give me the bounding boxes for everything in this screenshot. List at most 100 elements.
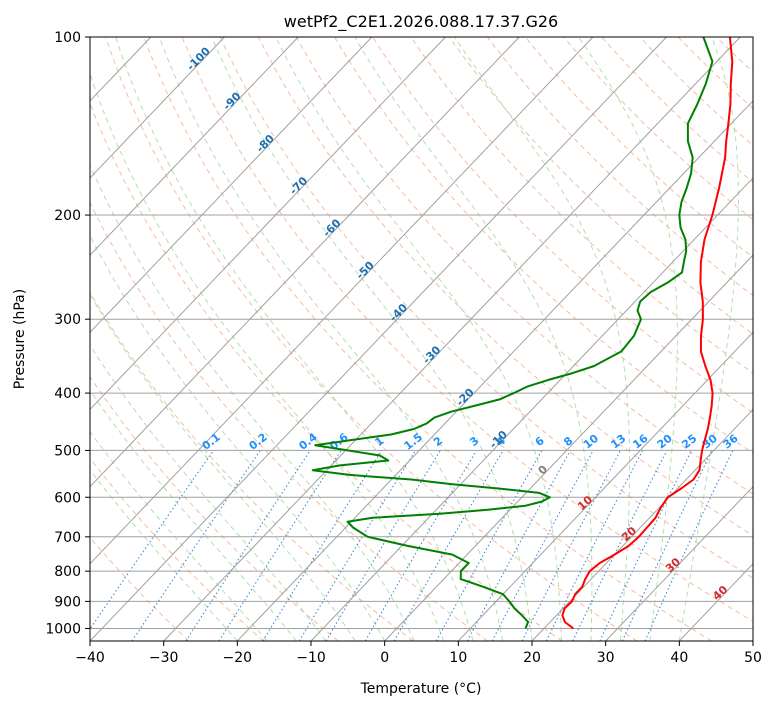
dry-adiabat-label: 40 — [710, 583, 730, 603]
y-tick-label: 700 — [54, 530, 81, 546]
temperature-line — [561, 37, 734, 630]
dry-adiabat-line — [90, 291, 414, 641]
y-tick-label: 400 — [54, 386, 81, 402]
dry-adiabat-line — [639, 37, 753, 146]
y-tick-label: 800 — [54, 564, 81, 580]
isotherm-gridline — [90, 37, 594, 565]
y-axis-label: Pressure (hPa) — [12, 289, 28, 389]
moist-adiabat-line — [578, 37, 678, 641]
mixing-ratio-line — [435, 450, 543, 641]
mixing-ratio-line — [218, 450, 342, 641]
isotherm-gridline — [90, 37, 520, 488]
plot-frame — [89, 36, 754, 642]
y-tick-label: 1000 — [45, 621, 81, 637]
isotherm-gridlines — [0, 37, 753, 641]
x-tick-label: 0 — [380, 650, 389, 666]
isopleth-labels: 0.1 0.2 0.4 0.6 1 1.5 2 3 4 6 8 10 13 16 20 25 30 36-100-… — [184, 44, 741, 602]
mixing-ratio-label: 16 — [630, 432, 650, 452]
isotherm-label: -50 — [354, 259, 377, 282]
moist-adiabat-line — [354, 37, 593, 641]
isotherm-label: -10 — [487, 428, 510, 451]
mixing-ratio-line — [393, 450, 504, 641]
x-tick-label: −30 — [149, 650, 179, 666]
isotherm-label: -30 — [420, 343, 443, 366]
mixing-ratio-label: 3 — [467, 434, 481, 449]
dry-adiabat-line — [754, 37, 775, 641]
isotherm-gridline — [310, 177, 753, 641]
isotherm-gridline — [90, 37, 373, 334]
mixing-ratio-lines — [90, 450, 734, 641]
y-tick-label: 200 — [54, 208, 81, 224]
mixing-ratio-line — [572, 450, 668, 641]
mixing-ratio-label: 0.1 — [200, 431, 223, 453]
dry-adiabat-line — [410, 37, 753, 374]
dry-adiabat-label: 30 — [663, 555, 683, 575]
dry-adiabat-line — [563, 37, 753, 221]
isotherm-gridline — [605, 485, 753, 641]
dry-adiabat-line — [90, 201, 488, 641]
mixing-ratio-label: 6 — [533, 434, 547, 449]
moist-adiabat-line — [454, 37, 631, 641]
dry-adiabat-line — [296, 37, 753, 495]
mixing-ratio-label: 1.5 — [402, 431, 425, 453]
dewpoint-line — [311, 37, 714, 629]
isotherm-label: -100 — [184, 44, 213, 73]
isotherm-gridline — [163, 37, 741, 641]
isotherm-gridline — [90, 37, 667, 641]
moist-adiabat-line — [90, 344, 327, 641]
moist-adiabat-line — [678, 37, 739, 641]
mixing-ratio-line — [644, 450, 734, 641]
moist-adiabat-line — [211, 37, 533, 641]
moist-adiabat-line — [115, 37, 474, 641]
mixing-ratio-line — [185, 450, 311, 641]
isotherm-label: -90 — [220, 89, 243, 112]
plot-area: 0.1 0.2 0.4 0.6 1 1.5 2 3 4 6 8 10 13 16 20 25 30 36-100-… — [0, 37, 775, 641]
mixing-ratio-line — [599, 450, 692, 641]
isotherm-gridline — [90, 37, 225, 179]
pressure-gridlines — [90, 37, 753, 629]
mixing-ratio-label: 13 — [608, 432, 628, 452]
dry-adiabat-label: 10 — [575, 493, 595, 513]
x-tick-label: −40 — [75, 650, 105, 666]
moist-adiabat-line — [158, 37, 503, 641]
mixing-ratio-line — [364, 450, 477, 641]
dry-adiabat-line — [90, 102, 563, 641]
y-tick-label: 300 — [54, 312, 81, 328]
moist-adiabat-line — [90, 469, 238, 641]
y-tick-label: 600 — [54, 490, 81, 506]
isotherm-gridline — [457, 331, 753, 641]
mixing-ratio-line — [325, 450, 441, 641]
y-axis: 1000 900 800 700 600 500 400 300 200 100 — [45, 30, 90, 637]
dry-adiabat-line — [334, 37, 753, 454]
mixing-ratio-label: 25 — [679, 432, 699, 452]
mixing-ratio-line — [521, 450, 621, 641]
dry-adiabat-line — [90, 457, 264, 641]
dry-adiabat-line — [105, 37, 638, 641]
dry-adiabat-line — [90, 536, 190, 641]
y-tick-label: 900 — [54, 594, 81, 610]
x-tick-label: 40 — [670, 650, 688, 666]
x-axis: −40 −30 −20 −10 0 10 20 30 40 50 — [75, 641, 762, 666]
dry-adiabat-label: 20 — [619, 524, 639, 544]
isotherm-gridline — [0, 37, 4, 641]
mixing-ratio-line — [131, 450, 261, 641]
dry-adiabat-line — [448, 37, 753, 335]
isotherm-gridline — [236, 100, 753, 641]
x-axis-label: Temperature (°C) — [360, 681, 482, 697]
dry-adiabat-line — [143, 37, 712, 641]
moist-adiabat-line — [90, 163, 415, 641]
dry-adiabat-line — [715, 37, 753, 73]
mixing-ratio-label: 36 — [721, 432, 741, 452]
moist-adiabats — [90, 37, 739, 641]
isotherm-gridline — [752, 640, 753, 641]
mixing-ratio-label: 2 — [431, 434, 445, 449]
chart-title: wetPf2_C2E1.2026.088.17.37.G26 — [284, 12, 558, 32]
sounding-series — [311, 37, 734, 630]
moist-adiabat-line — [90, 389, 297, 641]
isotherm-label: -70 — [287, 174, 310, 197]
x-tick-label: 20 — [523, 650, 541, 666]
y-tick-label: 500 — [54, 443, 81, 459]
isotherm-gridline — [531, 408, 753, 641]
x-tick-label: −20 — [223, 650, 253, 666]
